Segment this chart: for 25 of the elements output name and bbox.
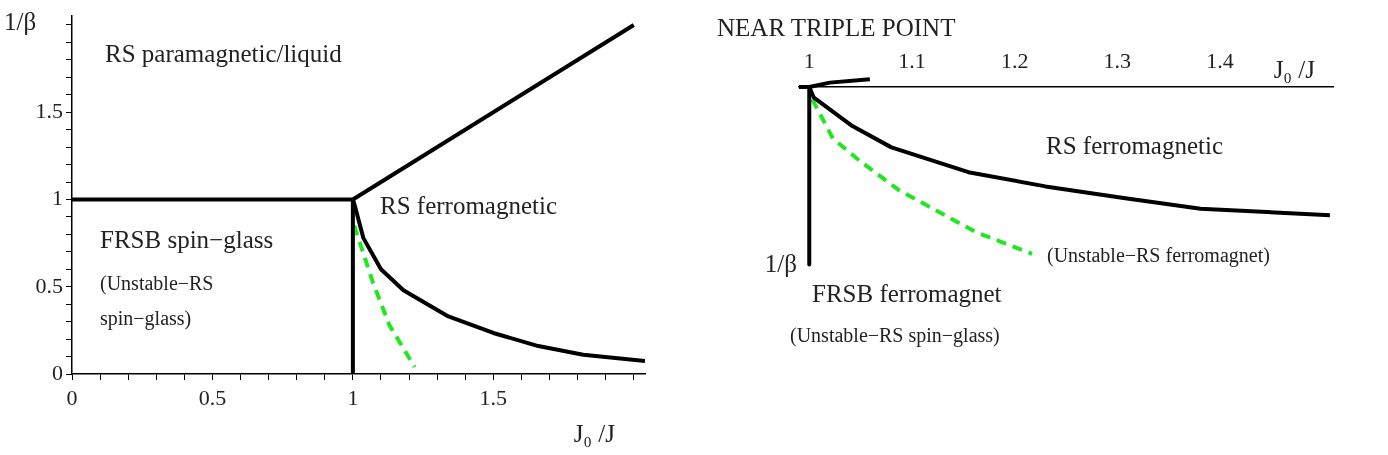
x-tick-label: 1.3 <box>1103 48 1132 74</box>
x-tick-label: 1 <box>347 384 359 410</box>
annotation: (Unstable−RS ferromagnet) <box>1047 244 1270 267</box>
x-tick-label: 0.5 <box>198 384 227 410</box>
annotation: RS paramagnetic/liquid <box>105 40 343 67</box>
y-tick-label: 0.5 <box>35 272 63 298</box>
text: (Unstable−RS spin−glass) <box>790 324 1000 347</box>
x-axis-title: J₀ /J <box>573 420 616 447</box>
y-tick-label: 0 <box>52 359 63 385</box>
y-axis-title: 1/β <box>764 250 797 277</box>
y-axis-title: 1/β <box>4 8 37 35</box>
annotation: RS ferromagnetic <box>1046 132 1224 159</box>
annotation: (Unstable−RS spin−glass) <box>100 272 214 330</box>
x-tick-label: 1.5 <box>479 384 508 410</box>
chart-title: NEAR TRIPLE POINT <box>717 14 956 41</box>
x-tick-label: 1 <box>803 48 815 74</box>
x-axis-title: J₀ /J <box>1273 56 1316 83</box>
annotation: RS ferromagnetic <box>380 192 558 219</box>
text: FRSB ferromagnet <box>812 280 1002 307</box>
y-tick-label: 1 <box>52 185 63 211</box>
x-tick-label: 1.2 <box>1000 48 1029 74</box>
x-tick-label: 1.1 <box>898 48 926 74</box>
x-tick-label: 1.4 <box>1206 48 1234 74</box>
y-tick-label: 1.5 <box>35 97 63 123</box>
annotation: FRSB spin−glass <box>100 226 274 253</box>
